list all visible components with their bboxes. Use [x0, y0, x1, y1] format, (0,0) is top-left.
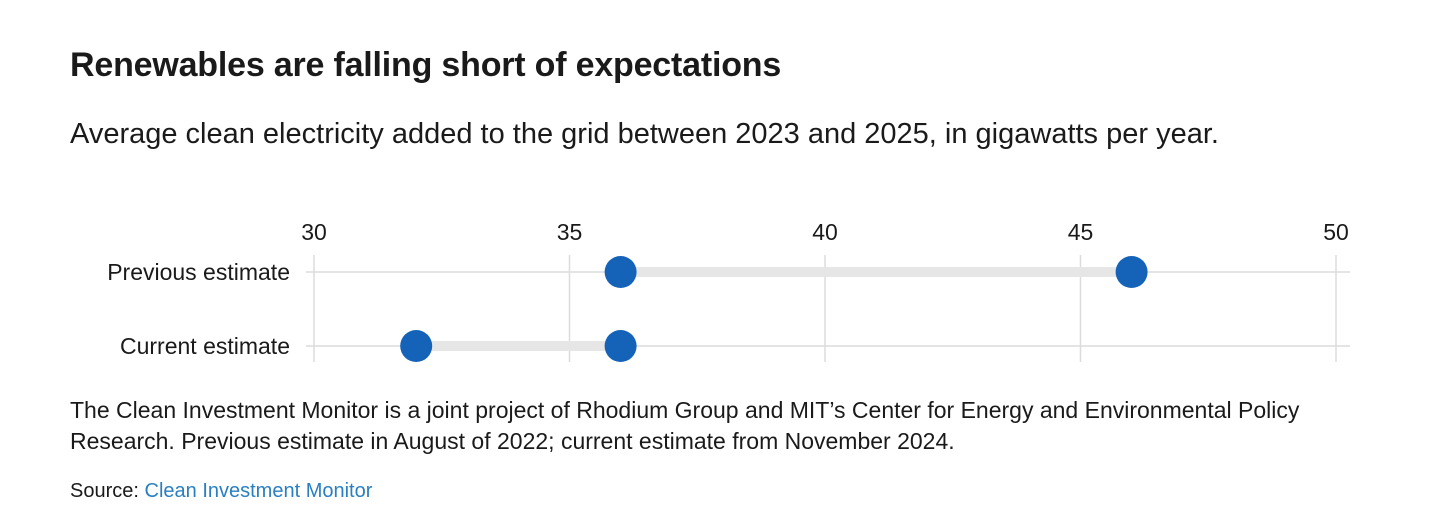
range-bar [620, 267, 1132, 277]
row-label: Current estimate [120, 333, 290, 359]
x-tick-label: 35 [557, 219, 583, 245]
dot-high [604, 330, 637, 362]
x-tick-label: 30 [301, 219, 327, 245]
x-tick-label: 45 [1068, 219, 1094, 245]
dot-range-chart: 30 35 40 45 50 Previous estimate Current estim… [107, 219, 1350, 362]
range-bar [416, 341, 621, 351]
source-label: Source: [70, 480, 139, 502]
dot-low [604, 256, 637, 288]
chart-title: Renewables are falling short of expectat… [70, 46, 782, 84]
x-tick-label: 50 [1323, 219, 1349, 245]
x-tick-label: 40 [812, 219, 838, 245]
chart-note: The Clean Investment Monitor is a joint … [70, 397, 1300, 454]
row-label: Previous estimate [107, 259, 290, 285]
chart-subtitle: Average clean electricity added to the g… [70, 118, 1219, 150]
source-link[interactable]: Clean Investment Monitor [144, 480, 373, 502]
dot-high [1115, 256, 1148, 288]
source-line: Source: Clean Investment Monitor [70, 478, 372, 504]
dot-low [400, 330, 433, 362]
